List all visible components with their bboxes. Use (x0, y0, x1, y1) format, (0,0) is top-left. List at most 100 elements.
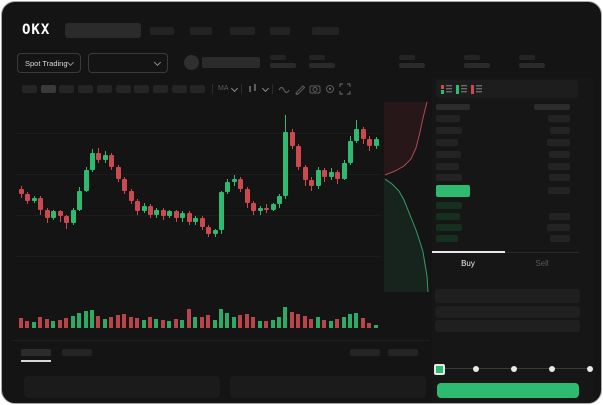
bottom-tab[interactable] (62, 349, 92, 356)
slider-stop[interactable] (511, 366, 517, 372)
timeframe-button[interactable] (22, 85, 37, 93)
volume-bar (109, 316, 114, 328)
timeframe-button[interactable] (115, 85, 131, 93)
pair-dropdown[interactable] (88, 53, 168, 73)
volume-bar (212, 319, 217, 328)
line-tool-icon[interactable] (278, 83, 290, 95)
volume-bar (102, 319, 107, 328)
candle-body (160, 209, 166, 217)
gridline (16, 133, 382, 134)
search-input[interactable] (65, 23, 141, 38)
candle-body (77, 190, 83, 210)
candle-body (277, 195, 282, 205)
gridline (16, 174, 382, 175)
volume-bar (44, 318, 49, 328)
chevron-down-icon[interactable] (261, 84, 270, 93)
bottom-action[interactable] (350, 349, 380, 356)
indicator-picker-icon[interactable] (247, 83, 259, 95)
orderbook-col-header (534, 104, 570, 110)
nav-item[interactable] (190, 27, 212, 35)
total-input[interactable] (435, 320, 580, 332)
volume-bar (173, 318, 178, 328)
timeframe-button[interactable] (78, 85, 94, 93)
candle-body (135, 201, 141, 212)
volume-bar (186, 308, 191, 328)
timeframe-button[interactable] (134, 85, 150, 93)
timeframe-button[interactable] (59, 85, 75, 93)
tab-buy[interactable]: Buy (461, 259, 475, 268)
tab-sell[interactable]: Sell (535, 259, 549, 268)
book-bids-only-icon[interactable] (456, 84, 467, 95)
candle-body (89, 152, 95, 171)
ask-row-price[interactable] (436, 151, 461, 158)
price-input[interactable] (435, 289, 580, 303)
slider-stop[interactable] (587, 366, 593, 372)
nav-item[interactable] (270, 27, 290, 35)
ask-row-price[interactable] (436, 139, 458, 146)
bottom-action[interactable] (388, 349, 418, 356)
candle-body (64, 216, 70, 224)
timeframe-button[interactable] (190, 85, 206, 93)
candle-body (238, 178, 244, 189)
orderbook-toolbar (436, 80, 578, 98)
bid-row-size (547, 224, 570, 231)
bottom-tab[interactable] (21, 349, 51, 356)
volume-bar (322, 319, 327, 328)
volume-bar (38, 317, 43, 328)
ask-row-size (547, 139, 570, 146)
market-type-dropdown[interactable]: Spot Trading (17, 53, 81, 73)
bid-row-price[interactable] (436, 213, 460, 220)
ask-row-price[interactable] (436, 163, 459, 170)
bid-row-size (550, 235, 570, 242)
ask-row-price[interactable] (436, 174, 462, 181)
candle-body (193, 218, 199, 222)
volume-bar (373, 324, 378, 328)
volume-bar (51, 320, 56, 328)
settings-icon[interactable] (324, 83, 336, 95)
volume-bar (341, 317, 346, 328)
book-asks-bids-icon[interactable] (441, 84, 452, 95)
market-type-label: Spot Trading (25, 58, 68, 68)
draw-tool-icon[interactable] (294, 83, 306, 95)
fullscreen-icon[interactable] (339, 83, 351, 95)
slider-stop[interactable] (549, 366, 555, 372)
candle-body (154, 209, 160, 215)
bid-row-price[interactable] (436, 235, 458, 242)
book-asks-only-icon[interactable] (471, 84, 482, 95)
amount-input[interactable] (435, 306, 580, 318)
nav-item[interactable] (312, 27, 339, 35)
candle-body (44, 209, 50, 219)
ask-row-price[interactable] (436, 115, 460, 122)
timeframe-button[interactable] (40, 85, 56, 93)
bid-row-price[interactable] (436, 224, 462, 231)
slider-handle[interactable] (434, 364, 445, 375)
camera-icon[interactable] (309, 83, 321, 95)
timeframe-button[interactable] (96, 85, 112, 93)
stat-label (270, 55, 286, 60)
ask-row-price[interactable] (436, 127, 462, 134)
volume-bar (160, 319, 165, 328)
ma-indicator[interactable]: MA (218, 85, 229, 92)
candle-body (257, 207, 263, 212)
candle-body (218, 192, 224, 231)
candle-body (347, 140, 353, 164)
slider-stop[interactable] (473, 366, 479, 372)
volume-bar (180, 319, 185, 328)
timeframe-button[interactable] (171, 85, 187, 93)
candle-body (102, 154, 108, 160)
chevron-down-icon[interactable] (230, 84, 239, 93)
volume-bar (296, 313, 301, 328)
buy-button[interactable] (437, 383, 579, 398)
nav-item[interactable] (230, 27, 255, 35)
volume-bar (225, 313, 230, 328)
volume-bar (283, 307, 288, 328)
volume-bar (83, 310, 88, 328)
candle-body (283, 132, 289, 196)
stat-value (399, 63, 425, 68)
timeframe-button[interactable] (152, 85, 168, 93)
bid-row-price[interactable] (436, 202, 462, 209)
candle-body (70, 209, 76, 224)
volume-bar (70, 315, 75, 328)
nav-item[interactable] (150, 27, 174, 35)
volume-bar (347, 313, 352, 328)
